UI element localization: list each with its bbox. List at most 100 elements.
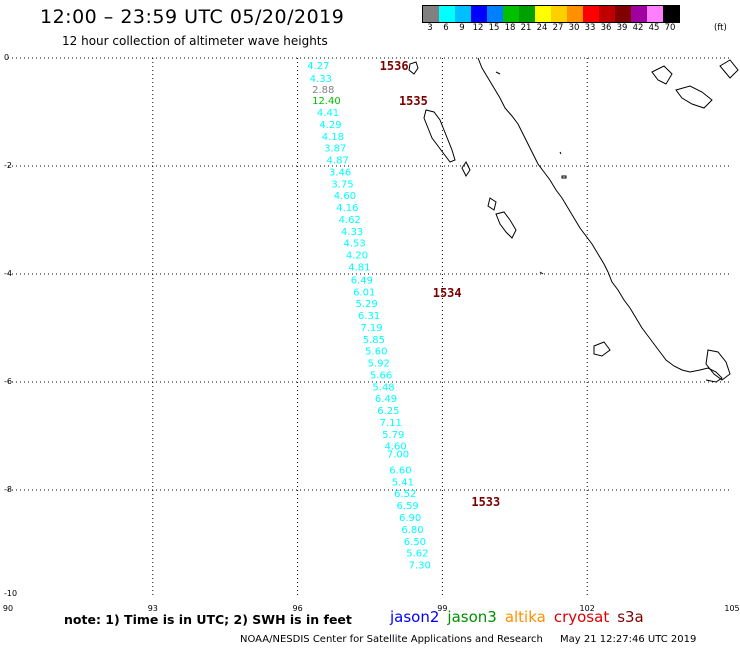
coastline-island-7 — [559, 151, 562, 155]
coastline-island-5 — [593, 341, 611, 357]
wave-height-value: 3.75 — [331, 179, 353, 190]
latitude-label: -2 — [4, 161, 12, 170]
legend-swatch — [503, 6, 519, 22]
wave-height-value: 6.49 — [351, 275, 373, 286]
wave-height-value: 12.40 — [312, 96, 341, 107]
coastline-mainland — [477, 57, 723, 383]
legend-label: 12 — [472, 23, 484, 33]
wave-height-value: 5.48 — [372, 382, 394, 393]
satellite-jason3: jason3 — [447, 608, 497, 626]
lat-lon-grid — [8, 57, 732, 598]
wave-height-value: 6.49 — [375, 394, 397, 405]
legend-label: 3 — [427, 23, 433, 33]
longitude-label: 90 — [3, 604, 13, 613]
legend-label: 18 — [504, 23, 516, 33]
wave-height-value: 6.60 — [389, 465, 411, 476]
orbit-pass-labels: 1536 1535 1534 1533 — [380, 59, 501, 509]
wave-height-value: 4.81 — [348, 262, 370, 273]
orbit-pass-number: 1534 — [433, 286, 462, 300]
wave-height-labels: 4.274.332.8812.404.414.294.183.874.873.4… — [307, 61, 431, 572]
coastline-island-4 — [495, 211, 517, 239]
legend-swatch — [423, 6, 439, 22]
coastline-island-north — [408, 61, 419, 75]
color-legend — [422, 5, 680, 23]
longitude-label: 105 — [724, 604, 739, 613]
legend-swatch — [551, 6, 567, 22]
wave-height-value: 6.25 — [377, 406, 399, 417]
wave-height-value: 3.46 — [329, 167, 351, 178]
legend-swatch — [471, 6, 487, 22]
legend-swatch — [567, 6, 583, 22]
wave-height-value: 4.53 — [343, 239, 365, 250]
wave-height-value: 5.60 — [365, 347, 387, 358]
coastline — [408, 57, 739, 383]
legend-swatch — [519, 6, 535, 22]
legend-swatch — [663, 6, 679, 22]
legend-unit: (ft) — [714, 23, 727, 33]
wave-height-value: 6.50 — [404, 537, 426, 548]
legend-swatch — [599, 6, 615, 22]
wave-height-value: 4.60 — [384, 442, 406, 453]
map-title: 12:00 – 23:59 UTC 05/20/2019 — [40, 6, 345, 28]
wave-height-value: 7.00 — [387, 449, 409, 460]
legend-swatch — [631, 6, 647, 22]
footer-org: NOAA/NESDIS Center for Satellite Applica… — [240, 634, 543, 645]
footer: NOAA/NESDIS Center for Satellite Applica… — [240, 634, 696, 645]
wave-height-value: 7.19 — [360, 323, 382, 334]
legend-swatch — [535, 6, 551, 22]
satellite-jason2: jason2 — [390, 608, 440, 626]
coastline-island-6 — [705, 349, 731, 381]
wave-height-value: 5.62 — [406, 549, 428, 560]
coastline-island-1 — [423, 109, 456, 163]
wave-height-value: 2.88 — [312, 85, 334, 96]
wave-height-value: 7.11 — [380, 418, 402, 429]
coastline-island-2 — [461, 161, 471, 177]
legend-label: 45 — [648, 23, 660, 33]
legend-label: 6 — [443, 23, 449, 33]
legend-swatch — [583, 6, 599, 22]
latitude-label: -6 — [4, 377, 12, 386]
satellite-cryosat: cryosat — [553, 608, 610, 626]
wave-height-value: 6.01 — [353, 287, 375, 298]
legend-label: 39 — [616, 23, 628, 33]
footer-timestamp: May 21 12:27:46 UTC 2019 — [560, 634, 697, 645]
wave-height-value: 4.16 — [336, 203, 358, 214]
wave-height-value: 5.85 — [363, 335, 385, 346]
legend-label: 15 — [488, 23, 500, 33]
latitude-label: -10 — [4, 589, 17, 598]
wave-height-value: 4.29 — [319, 120, 341, 131]
legend-label: 27 — [552, 23, 564, 33]
wave-height-value: 3.87 — [324, 144, 346, 155]
orbit-pass-number: 1533 — [471, 495, 500, 509]
legend-label: 33 — [584, 23, 596, 33]
wave-height-value: 4.18 — [322, 132, 344, 143]
latitude-label: -8 — [4, 485, 12, 494]
longitude-label: 99 — [437, 604, 447, 613]
legend-label: 9 — [459, 23, 465, 33]
latitude-label: 0 — [4, 53, 9, 62]
wave-height-value: 5.29 — [356, 299, 378, 310]
wave-height-value: 4.87 — [327, 156, 349, 167]
satellite-altika: altika — [504, 608, 546, 626]
wave-height-value: 6.59 — [397, 501, 419, 512]
wave-height-value: 4.60 — [334, 191, 356, 202]
coastline-island-12 — [719, 59, 739, 79]
longitude-label: 93 — [148, 604, 158, 613]
latitude-label: -4 — [4, 269, 12, 278]
orbit-pass-number: 1535 — [399, 94, 428, 108]
legend-label: 21 — [520, 23, 532, 33]
coastline-island-3 — [487, 197, 497, 211]
wave-height-value: 6.52 — [394, 489, 416, 500]
coastline-island-10 — [651, 65, 673, 85]
coastline-island-11 — [675, 85, 713, 109]
wave-height-value: 5.66 — [370, 370, 392, 381]
legend-swatch — [487, 6, 503, 22]
wave-height-value: 6.90 — [399, 513, 421, 524]
map-subtitle: 12 hour collection of altimeter wave hei… — [62, 34, 328, 48]
coastline-island-9 — [539, 271, 544, 275]
wave-height-value: 4.41 — [317, 108, 339, 119]
coastline-island-13 — [495, 71, 501, 75]
longitude-labels: 90 93 96 99 102 105 — [3, 604, 740, 613]
wave-height-value: 4.62 — [339, 215, 361, 226]
